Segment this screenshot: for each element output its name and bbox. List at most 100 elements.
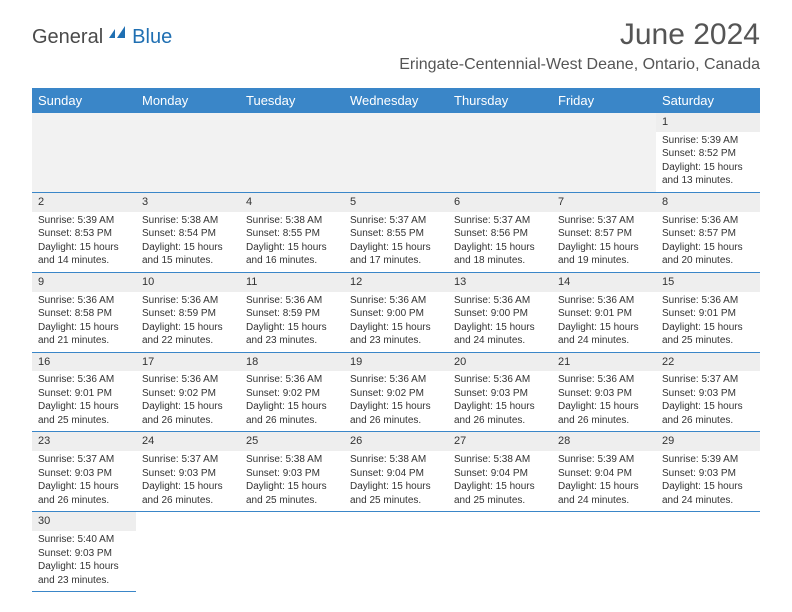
week-row: 9Sunrise: 5:36 AMSunset: 8:58 PMDaylight…	[32, 272, 760, 352]
week-row: 16Sunrise: 5:36 AMSunset: 9:01 PMDayligh…	[32, 352, 760, 432]
sunrise-line: Sunrise: 5:38 AM	[246, 214, 338, 228]
day-content: Sunrise: 5:36 AMSunset: 9:02 PMDaylight:…	[344, 371, 448, 431]
sunset-line: Sunset: 8:58 PM	[38, 307, 130, 321]
day-cell	[552, 113, 656, 192]
day-cell: 25Sunrise: 5:38 AMSunset: 9:03 PMDayligh…	[240, 432, 344, 512]
sunrise-line: Sunrise: 5:36 AM	[246, 294, 338, 308]
week-row: 1Sunrise: 5:39 AMSunset: 8:52 PMDaylight…	[32, 113, 760, 192]
daylight-line: Daylight: 15 hours and 15 minutes.	[142, 241, 234, 268]
sunset-line: Sunset: 9:03 PM	[454, 387, 546, 401]
day-number: 26	[344, 432, 448, 451]
logo-text-blue: Blue	[132, 26, 172, 49]
day-cell	[240, 113, 344, 192]
sunset-line: Sunset: 9:00 PM	[454, 307, 546, 321]
day-cell: 3Sunrise: 5:38 AMSunset: 8:54 PMDaylight…	[136, 192, 240, 272]
day-number: 28	[552, 432, 656, 451]
sunrise-line: Sunrise: 5:38 AM	[246, 453, 338, 467]
weekday-header-row: Sunday Monday Tuesday Wednesday Thursday…	[32, 88, 760, 113]
day-cell: 2Sunrise: 5:39 AMSunset: 8:53 PMDaylight…	[32, 192, 136, 272]
sunset-line: Sunset: 8:55 PM	[246, 227, 338, 241]
day-cell: 8Sunrise: 5:36 AMSunset: 8:57 PMDaylight…	[656, 192, 760, 272]
day-cell: 24Sunrise: 5:37 AMSunset: 9:03 PMDayligh…	[136, 432, 240, 512]
day-content: Sunrise: 5:36 AMSunset: 8:57 PMDaylight:…	[656, 212, 760, 272]
sunrise-line: Sunrise: 5:36 AM	[38, 294, 130, 308]
sunrise-line: Sunrise: 5:37 AM	[558, 214, 650, 228]
day-number: 21	[552, 353, 656, 372]
calendar-table: Sunday Monday Tuesday Wednesday Thursday…	[32, 88, 760, 592]
daylight-line: Daylight: 15 hours and 24 minutes.	[454, 321, 546, 348]
day-cell: 4Sunrise: 5:38 AMSunset: 8:55 PMDaylight…	[240, 192, 344, 272]
day-content: Sunrise: 5:38 AMSunset: 8:55 PMDaylight:…	[240, 212, 344, 272]
daylight-line: Daylight: 15 hours and 26 minutes.	[142, 400, 234, 427]
day-content: Sunrise: 5:39 AMSunset: 9:04 PMDaylight:…	[552, 451, 656, 511]
day-number: 2	[32, 193, 136, 212]
sunset-line: Sunset: 9:03 PM	[38, 467, 130, 481]
day-cell: 11Sunrise: 5:36 AMSunset: 8:59 PMDayligh…	[240, 272, 344, 352]
day-cell: 15Sunrise: 5:36 AMSunset: 9:01 PMDayligh…	[656, 272, 760, 352]
day-content: Sunrise: 5:37 AMSunset: 8:55 PMDaylight:…	[344, 212, 448, 272]
daylight-line: Daylight: 15 hours and 26 minutes.	[350, 400, 442, 427]
day-number: 30	[32, 512, 136, 531]
sunset-line: Sunset: 9:04 PM	[350, 467, 442, 481]
day-cell: 13Sunrise: 5:36 AMSunset: 9:00 PMDayligh…	[448, 272, 552, 352]
day-number: 23	[32, 432, 136, 451]
sunset-line: Sunset: 8:53 PM	[38, 227, 130, 241]
sunset-line: Sunset: 8:52 PM	[662, 147, 754, 161]
daylight-line: Daylight: 15 hours and 19 minutes.	[558, 241, 650, 268]
sunrise-line: Sunrise: 5:36 AM	[350, 373, 442, 387]
sunset-line: Sunset: 9:02 PM	[142, 387, 234, 401]
month-title: June 2024	[399, 18, 760, 52]
day-number: 8	[656, 193, 760, 212]
daylight-line: Daylight: 15 hours and 24 minutes.	[558, 321, 650, 348]
sunrise-line: Sunrise: 5:36 AM	[38, 373, 130, 387]
sunset-line: Sunset: 8:57 PM	[662, 227, 754, 241]
sunset-line: Sunset: 9:03 PM	[142, 467, 234, 481]
daylight-line: Daylight: 15 hours and 26 minutes.	[662, 400, 754, 427]
sunset-line: Sunset: 9:03 PM	[558, 387, 650, 401]
day-number: 11	[240, 273, 344, 292]
sunset-line: Sunset: 9:01 PM	[38, 387, 130, 401]
day-cell	[344, 512, 448, 592]
sunrise-line: Sunrise: 5:37 AM	[38, 453, 130, 467]
daylight-line: Daylight: 15 hours and 17 minutes.	[350, 241, 442, 268]
day-cell: 9Sunrise: 5:36 AMSunset: 8:58 PMDaylight…	[32, 272, 136, 352]
day-content: Sunrise: 5:36 AMSunset: 9:03 PMDaylight:…	[552, 371, 656, 431]
day-number: 9	[32, 273, 136, 292]
sunrise-line: Sunrise: 5:36 AM	[454, 373, 546, 387]
day-number: 10	[136, 273, 240, 292]
day-number: 29	[656, 432, 760, 451]
sunrise-line: Sunrise: 5:37 AM	[350, 214, 442, 228]
sunrise-line: Sunrise: 5:36 AM	[246, 373, 338, 387]
day-number: 3	[136, 193, 240, 212]
day-number: 27	[448, 432, 552, 451]
day-number: 16	[32, 353, 136, 372]
day-number: 13	[448, 273, 552, 292]
daylight-line: Daylight: 15 hours and 16 minutes.	[246, 241, 338, 268]
day-cell: 29Sunrise: 5:39 AMSunset: 9:03 PMDayligh…	[656, 432, 760, 512]
col-friday: Friday	[552, 88, 656, 113]
day-cell: 17Sunrise: 5:36 AMSunset: 9:02 PMDayligh…	[136, 352, 240, 432]
sunrise-line: Sunrise: 5:36 AM	[662, 214, 754, 228]
day-content: Sunrise: 5:36 AMSunset: 8:59 PMDaylight:…	[240, 292, 344, 352]
day-content: Sunrise: 5:36 AMSunset: 9:02 PMDaylight:…	[136, 371, 240, 431]
sunset-line: Sunset: 9:03 PM	[246, 467, 338, 481]
col-thursday: Thursday	[448, 88, 552, 113]
daylight-line: Daylight: 15 hours and 14 minutes.	[38, 241, 130, 268]
daylight-line: Daylight: 15 hours and 26 minutes.	[454, 400, 546, 427]
daylight-line: Daylight: 15 hours and 23 minutes.	[38, 560, 130, 587]
col-sunday: Sunday	[32, 88, 136, 113]
sunrise-line: Sunrise: 5:40 AM	[38, 533, 130, 547]
day-content: Sunrise: 5:39 AMSunset: 8:52 PMDaylight:…	[656, 132, 760, 192]
sunrise-line: Sunrise: 5:36 AM	[142, 294, 234, 308]
sunrise-line: Sunrise: 5:37 AM	[662, 373, 754, 387]
day-cell: 21Sunrise: 5:36 AMSunset: 9:03 PMDayligh…	[552, 352, 656, 432]
title-block: June 2024 Eringate-Centennial-West Deane…	[399, 18, 760, 74]
day-content: Sunrise: 5:38 AMSunset: 9:03 PMDaylight:…	[240, 451, 344, 511]
daylight-line: Daylight: 15 hours and 20 minutes.	[662, 241, 754, 268]
day-cell: 20Sunrise: 5:36 AMSunset: 9:03 PMDayligh…	[448, 352, 552, 432]
logo-text-general: General	[32, 26, 103, 49]
day-cell: 1Sunrise: 5:39 AMSunset: 8:52 PMDaylight…	[656, 113, 760, 192]
day-content: Sunrise: 5:38 AMSunset: 9:04 PMDaylight:…	[448, 451, 552, 511]
day-cell: 28Sunrise: 5:39 AMSunset: 9:04 PMDayligh…	[552, 432, 656, 512]
sunset-line: Sunset: 8:54 PM	[142, 227, 234, 241]
